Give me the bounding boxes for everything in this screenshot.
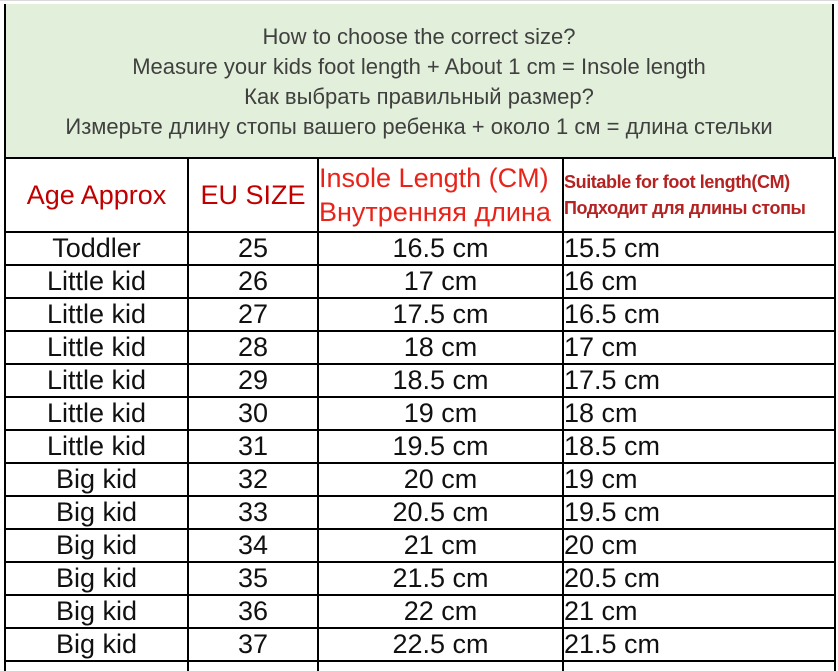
col-header-foot-length-en: Suitable for foot length(CM) [564, 172, 790, 192]
table-row: Little kid 28 18 cm 17 cm [4, 330, 836, 365]
insole-length-cell: 18.5 cm [317, 363, 564, 398]
age-cell: Little kid [4, 264, 189, 299]
foot-length-cell: 16 cm [562, 264, 836, 299]
empty-cell [562, 660, 836, 671]
table-row: Little kid 29 18.5 cm 17.5 cm [4, 363, 836, 398]
table-row: Toddler 25 16.5 cm 15.5 cm [4, 231, 836, 266]
foot-length-cell: 21 cm [562, 594, 836, 629]
eu-size-cell: 32 [187, 462, 319, 497]
insole-length-cell: 17 cm [317, 264, 564, 299]
insole-length-cell: 18 cm [317, 330, 564, 365]
foot-length-cell: 19.5 cm [562, 495, 836, 530]
eu-size-cell: 27 [187, 297, 319, 332]
foot-length-cell: 20 cm [562, 528, 836, 563]
eu-size-cell: 28 [187, 330, 319, 365]
col-header-age-approx: Age Approx [4, 157, 189, 233]
foot-length-cell: 17.5 cm [562, 363, 836, 398]
age-cell: Big kid [4, 462, 189, 497]
notice-line-ru-formula: Измерьте длину стопы вашего ребенка + ок… [65, 113, 773, 139]
age-cell: Big kid [4, 594, 189, 629]
col-header-insole-length-ru: Внутренняя длина [319, 197, 551, 227]
table-row: Little kid 27 17.5 cm 16.5 cm [4, 297, 836, 332]
insole-length-cell: 21.5 cm [317, 561, 564, 596]
age-cell: Little kid [4, 396, 189, 431]
insole-length-cell: 22 cm [317, 594, 564, 629]
notice-line-en-title: How to choose the correct size? [262, 23, 576, 49]
sheet: How to choose the correct size? Measure … [4, 4, 836, 671]
insole-length-cell: 19.5 cm [317, 429, 564, 464]
eu-size-cell: 29 [187, 363, 319, 398]
age-cell: Big kid [4, 561, 189, 596]
size-guide-notice: How to choose the correct size? Measure … [4, 4, 834, 157]
table-row: Big kid 32 20 cm 19 cm [4, 462, 836, 497]
col-header-foot-length: Suitable for foot length(CM) Подходит дл… [562, 157, 836, 233]
insole-length-cell: 19 cm [317, 396, 564, 431]
table-row: Little kid 30 19 cm 18 cm [4, 396, 836, 431]
notice-line-en-formula: Measure your kids foot length + About 1 … [132, 53, 706, 79]
table-row: Big kid 35 21.5 cm 20.5 cm [4, 561, 836, 596]
age-cell: Little kid [4, 363, 189, 398]
empty-cell [4, 660, 189, 671]
cutoff-row [4, 660, 836, 671]
foot-length-cell: 19 cm [562, 462, 836, 497]
eu-size-cell: 25 [187, 231, 319, 266]
insole-length-cell: 20 cm [317, 462, 564, 497]
col-header-foot-length-ru: Подходит для длины стопы [564, 198, 806, 218]
insole-length-cell: 17.5 cm [317, 297, 564, 332]
age-cell: Little kid [4, 330, 189, 365]
col-header-insole-length-en: Insole Length (CM) [319, 163, 549, 193]
empty-cell [187, 660, 319, 671]
eu-size-cell: 35 [187, 561, 319, 596]
foot-length-cell: 18.5 cm [562, 429, 836, 464]
table-row: Big kid 37 22.5 cm 21.5 cm [4, 627, 836, 662]
table-row: Little kid 26 17 cm 16 cm [4, 264, 836, 299]
empty-cell [317, 660, 564, 671]
age-cell: Little kid [4, 429, 189, 464]
age-cell: Big kid [4, 528, 189, 563]
foot-length-cell: 15.5 cm [562, 231, 836, 266]
eu-size-cell: 33 [187, 495, 319, 530]
insole-length-cell: 20.5 cm [317, 495, 564, 530]
foot-length-cell: 18 cm [562, 396, 836, 431]
age-cell: Big kid [4, 495, 189, 530]
foot-length-cell: 20.5 cm [562, 561, 836, 596]
table-row: Big kid 36 22 cm 21 cm [4, 594, 836, 629]
eu-size-cell: 34 [187, 528, 319, 563]
eu-size-cell: 37 [187, 627, 319, 662]
col-header-eu-size: EU SIZE [187, 157, 319, 233]
foot-length-cell: 16.5 cm [562, 297, 836, 332]
notice-line-ru-title: Как выбрать правильный размер? [244, 83, 594, 109]
table-header-row: Age Approx EU SIZE Insole Length (CM) Вн… [4, 157, 836, 233]
insole-length-cell: 16.5 cm [317, 231, 564, 266]
eu-size-cell: 30 [187, 396, 319, 431]
eu-size-cell: 26 [187, 264, 319, 299]
age-cell: Toddler [4, 231, 189, 266]
eu-size-cell: 31 [187, 429, 319, 464]
table-row: Big kid 33 20.5 cm 19.5 cm [4, 495, 836, 530]
insole-length-cell: 22.5 cm [317, 627, 564, 662]
table-row: Big kid 34 21 cm 20 cm [4, 528, 836, 563]
col-header-insole-length: Insole Length (CM) Внутренняя длина [317, 157, 564, 233]
table-row: Little kid 31 19.5 cm 18.5 cm [4, 429, 836, 464]
top-edge [0, 0, 838, 4]
size-table-body: Toddler 25 16.5 cm 15.5 cm Little kid 26… [4, 231, 836, 671]
age-cell: Big kid [4, 627, 189, 662]
insole-length-cell: 21 cm [317, 528, 564, 563]
age-cell: Little kid [4, 297, 189, 332]
foot-length-cell: 21.5 cm [562, 627, 836, 662]
eu-size-cell: 36 [187, 594, 319, 629]
foot-length-cell: 17 cm [562, 330, 836, 365]
size-table: Age Approx EU SIZE Insole Length (CM) Вн… [4, 157, 836, 671]
